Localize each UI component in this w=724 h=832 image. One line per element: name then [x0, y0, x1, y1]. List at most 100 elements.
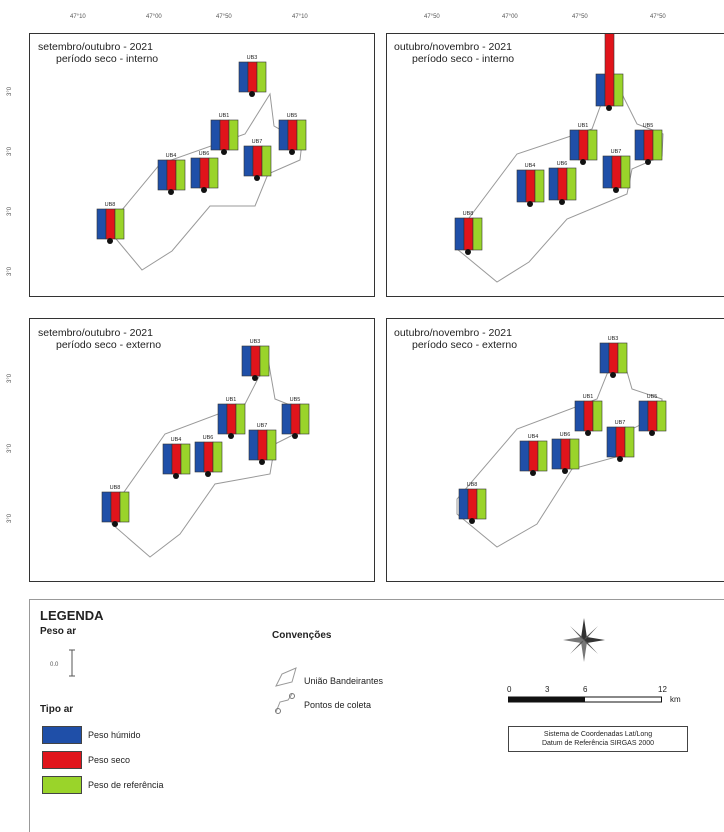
- station-marker: UB6: [548, 161, 577, 205]
- collection-point: [527, 201, 533, 207]
- station-label: UB7: [611, 149, 622, 155]
- collection-point: [610, 372, 616, 378]
- bar-peso-referencia: [212, 441, 223, 473]
- bar-peso-referencia: [617, 342, 628, 374]
- map-svg: UB3 UB1 UB5 UB4 UB6 UB7 UB8: [96, 55, 307, 271]
- top-tick: 47°10: [70, 14, 86, 20]
- station-marker: UB8: [454, 211, 483, 255]
- collection-point: [168, 189, 174, 195]
- station-marker: UB7: [243, 139, 272, 181]
- station-label: UB4: [528, 434, 539, 440]
- bar-peso-referencia: [569, 438, 580, 470]
- station-label: UB1: [578, 123, 589, 129]
- station-marker: UB4: [162, 437, 191, 479]
- station-label: UB8: [463, 211, 474, 217]
- bar-peso-seco: [604, 34, 615, 107]
- legend-title: LEGENDA: [40, 608, 104, 623]
- peso-ar-title: Peso ar: [40, 626, 77, 637]
- station-label: UB3: [247, 55, 258, 61]
- panel-title: setembro/outubro - 2021 período seco - i…: [38, 41, 158, 65]
- scale-tick-6: 6: [583, 685, 588, 694]
- bar-peso-seco: [105, 208, 116, 240]
- station-label: UB1: [219, 113, 230, 119]
- panel-title-period: outubro/novembro - 2021: [394, 41, 512, 53]
- bar-peso-referencia: [537, 440, 548, 472]
- bar-peso-referencia: [534, 169, 545, 203]
- srs-box: Sistema de Coordenadas Lat/Long Datum de…: [508, 726, 688, 752]
- station-label: UB5: [290, 397, 301, 403]
- station-label: UB3: [250, 339, 261, 345]
- bar-peso-seco: [608, 342, 619, 374]
- tipo-ar-title: Tipo ar: [40, 704, 74, 715]
- bar-peso-seco: [557, 167, 568, 201]
- station-marker: UB1: [210, 113, 239, 155]
- bar-peso-humido: [638, 400, 649, 432]
- bar-peso-referencia: [261, 145, 272, 177]
- bar-peso-humido: [210, 119, 221, 151]
- bar-peso-humido: [96, 208, 107, 240]
- bar-peso-referencia: [587, 129, 598, 161]
- legend-label-peso-humido: Peso húmido: [88, 730, 141, 740]
- y-tick: 3°0: [7, 146, 13, 156]
- top-tick: 47°10: [292, 14, 308, 20]
- collection-point: [107, 238, 113, 244]
- panel-title: setembro/outubro - 2021 período seco - e…: [38, 327, 161, 351]
- bar-peso-seco: [203, 441, 214, 473]
- bar-peso-seco: [578, 129, 589, 161]
- bar-peso-seco: [252, 145, 263, 177]
- swatch-peso-seco: [42, 751, 82, 769]
- north-arrow-icon: [563, 618, 605, 662]
- bar-peso-referencia: [592, 400, 603, 432]
- station-marker: UB4: [519, 434, 548, 476]
- bar-peso-seco: [219, 119, 230, 151]
- panel-title-period: outubro/novembro - 2021: [394, 327, 512, 339]
- collection-point: [228, 433, 234, 439]
- area-outline: [111, 92, 303, 271]
- map-panel: outubro/novembro - 2021 período seco - e…: [386, 318, 724, 582]
- bar-peso-humido: [217, 403, 228, 435]
- station-marker: UB4: [157, 153, 186, 195]
- bar-peso-humido: [194, 441, 205, 473]
- bar-peso-humido: [595, 73, 606, 107]
- scale-tick-3: 3: [545, 685, 550, 694]
- y-tick: 3°0: [7, 206, 13, 216]
- bar-peso-referencia: [624, 426, 635, 458]
- station-label: UB6: [199, 151, 210, 157]
- station-marker: UB7: [602, 149, 631, 193]
- station-marker: UB8: [458, 482, 487, 524]
- scale-bar: [508, 696, 662, 703]
- station-marker: UB3: [241, 339, 270, 381]
- map-svg: UB3 UB1 UB5 UB4 UB6 UB7 UB8: [454, 34, 664, 283]
- bar-peso-humido: [241, 345, 252, 377]
- collection-point: [252, 375, 258, 381]
- bar-peso-humido: [606, 426, 617, 458]
- collection-point: [201, 187, 207, 193]
- station-marker: UB4: [516, 163, 545, 207]
- bar-peso-referencia: [259, 345, 270, 377]
- station-label: UB4: [166, 153, 177, 159]
- bar-peso-referencia: [208, 157, 219, 189]
- collection-point: [249, 91, 255, 97]
- bar-peso-referencia: [119, 491, 130, 523]
- bar-peso-humido: [574, 400, 585, 432]
- svg-text:0.0: 0.0: [50, 662, 59, 668]
- collection-point: [649, 430, 655, 436]
- bar-peso-referencia: [299, 403, 310, 435]
- srs-line-2: Datum de Referência SIRGAS 2000: [541, 740, 655, 747]
- bar-peso-referencia: [652, 129, 663, 161]
- bar-peso-seco: [250, 345, 261, 377]
- collection-point: [173, 473, 179, 479]
- bar-peso-seco: [643, 129, 654, 161]
- bar-peso-humido: [602, 155, 613, 189]
- bar-peso-referencia: [613, 73, 624, 107]
- collection-point: [617, 456, 623, 462]
- bar-peso-seco: [467, 488, 478, 520]
- bar-peso-seco: [528, 440, 539, 472]
- station-marker: UB5: [638, 394, 667, 436]
- station-marker: UB8: [101, 485, 130, 527]
- station-label: UB8: [110, 485, 121, 491]
- collection-point: [580, 159, 586, 165]
- station-label: UB6: [557, 161, 568, 167]
- station-marker: UB7: [606, 420, 635, 462]
- bar-peso-humido: [551, 438, 562, 470]
